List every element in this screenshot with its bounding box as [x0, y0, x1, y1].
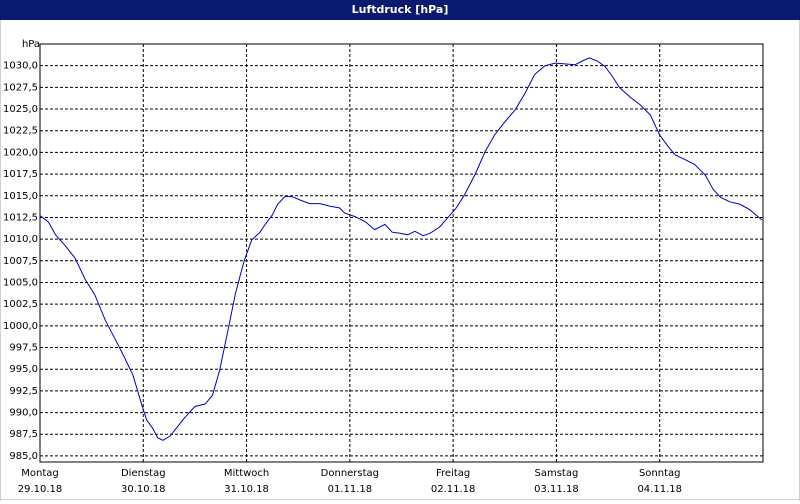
- x-tick-sublabel: 01.11.18: [328, 484, 373, 495]
- y-tick-label: 992,5: [9, 386, 38, 397]
- y-tick-label: 1020,0: [3, 147, 38, 158]
- x-tick-label: Samstag: [535, 468, 579, 479]
- y-tick-label: 1015,0: [3, 191, 38, 202]
- x-tick-label: Montag: [21, 468, 58, 479]
- y-tick-label: 997,5: [9, 343, 38, 354]
- y-tick-label: 1000,0: [3, 321, 38, 332]
- x-tick-label: Sonntag: [639, 468, 681, 479]
- x-tick-sublabel: 04.11.18: [637, 484, 682, 495]
- y-tick-label: 1012,5: [3, 212, 38, 223]
- plot-frame: [39, 43, 764, 463]
- y-tick-label: 985,0: [9, 451, 38, 462]
- x-tick-sublabel: 29.10.18: [18, 484, 63, 495]
- data-line: [39, 57, 763, 441]
- x-tick-label: Dienstag: [121, 468, 166, 479]
- y-unit: hPa: [22, 39, 40, 50]
- y-tick-label: 987,5: [9, 429, 38, 440]
- x-tick-label: Donnerstag: [321, 468, 379, 479]
- x-tick-sublabel: 31.10.18: [224, 484, 269, 495]
- x-tick-sublabel: 03.11.18: [534, 484, 579, 495]
- x-tick-label: Freitag: [436, 468, 470, 479]
- y-tick-label: 1005,0: [3, 277, 38, 288]
- x-tick-sublabel: 30.10.18: [121, 484, 166, 495]
- y-tick-label: 1025,0: [3, 104, 38, 115]
- y-tick-label: 1010,0: [3, 234, 38, 245]
- chart-title: Luftdruck [hPa]: [352, 3, 449, 16]
- y-tick-label: 1017,5: [3, 169, 38, 180]
- y-tick-label: 1030,0: [3, 61, 38, 72]
- title-bar: [0, 0, 800, 20]
- x-tick-sublabel: 02.11.18: [431, 484, 476, 495]
- y-tick-label: 1022,5: [3, 126, 38, 137]
- y-tick-label: 1007,5: [3, 256, 38, 267]
- y-tick-label: 1002,5: [3, 299, 38, 310]
- y-tick-label: 990,0: [9, 408, 38, 419]
- x-tick-label: Mittwoch: [224, 468, 269, 479]
- y-tick-label: 1027,5: [3, 82, 38, 93]
- y-tick-label: 995,0: [9, 364, 38, 375]
